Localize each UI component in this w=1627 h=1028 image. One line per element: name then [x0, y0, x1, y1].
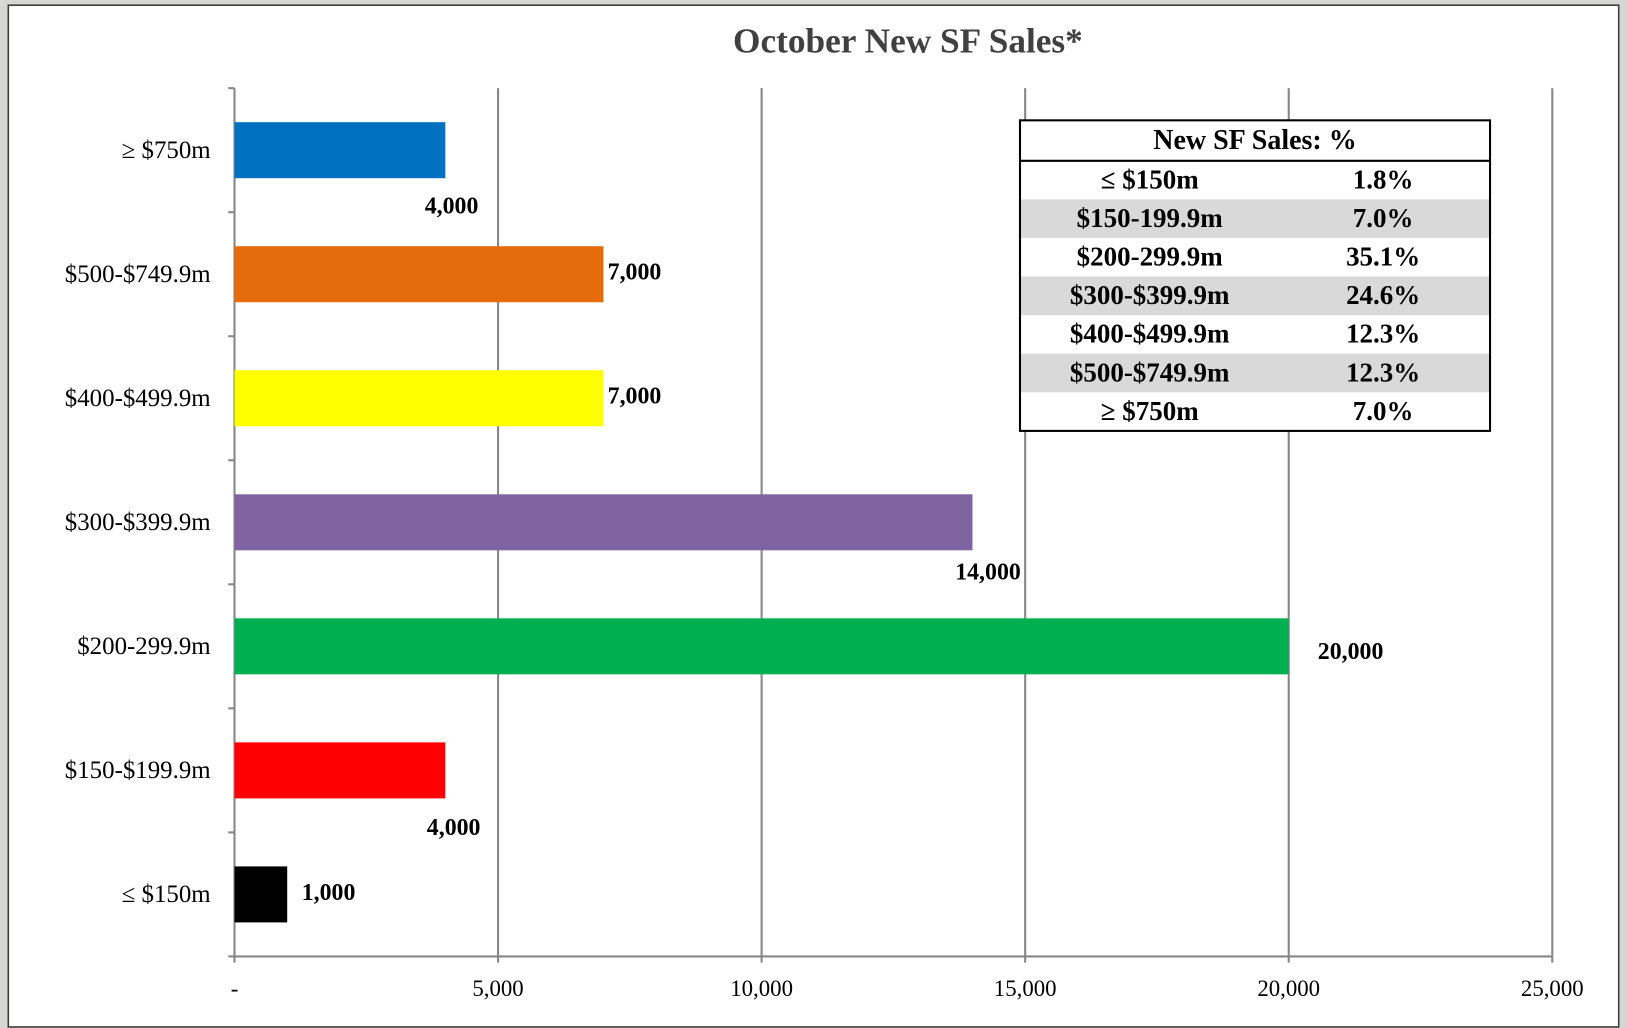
table-cell: 24.6% — [1346, 280, 1420, 310]
bar — [234, 618, 1289, 675]
table-cell: $400-$499.9m — [1070, 319, 1230, 349]
y-tick-label: $300-$399.9m — [65, 509, 211, 536]
bar — [234, 494, 973, 551]
chart-title: October New SF Sales* — [733, 22, 1083, 61]
data-label: 7,000 — [608, 260, 662, 286]
table-cell: ≤ $150m — [1101, 164, 1199, 194]
x-tick-label: - — [231, 976, 239, 1001]
table-cell: $200-299.9m — [1077, 242, 1223, 272]
table-cell: 12.3% — [1346, 357, 1420, 387]
x-tick-label: 20,000 — [1257, 976, 1320, 1001]
bar — [234, 742, 446, 799]
table-cell: 1.8% — [1353, 164, 1414, 194]
table-cell: 35.1% — [1346, 242, 1420, 272]
table-row-shade — [1019, 353, 1491, 393]
bar — [234, 246, 604, 303]
y-tick-label: $400-$499.9m — [65, 385, 211, 412]
table-cell: ≥ $750m — [1101, 396, 1199, 426]
table-cell: 7.0% — [1353, 203, 1414, 233]
table-cell: 7.0% — [1353, 396, 1414, 426]
table-cell: $150-199.9m — [1077, 203, 1223, 233]
y-tick-label: $200-299.9m — [77, 633, 210, 660]
table-title: New SF Sales: % — [1153, 125, 1357, 156]
data-label: 7,000 — [608, 384, 662, 410]
y-tick-label: $500-$749.9m — [65, 261, 211, 288]
data-label: 1,000 — [302, 880, 356, 906]
table-cell: $300-$399.9m — [1070, 280, 1230, 310]
table-row-shade — [1019, 276, 1491, 316]
x-tick-label: 5,000 — [472, 976, 523, 1001]
bar — [234, 370, 604, 427]
table-cell: $500-$749.9m — [1070, 357, 1230, 387]
x-tick-label: 10,000 — [730, 976, 793, 1001]
bar — [234, 866, 288, 923]
table-row-shade — [1019, 199, 1491, 238]
table-border — [1018, 119, 1492, 432]
y-tick-label: $150-$199.9m — [65, 757, 211, 784]
bar — [234, 122, 446, 179]
data-label: 4,000 — [427, 815, 481, 841]
x-tick-label: 15,000 — [994, 976, 1057, 1001]
data-label: 20,000 — [1318, 639, 1384, 665]
y-tick-label: ≤ $150m — [122, 881, 211, 908]
x-tick-label: 25,000 — [1521, 976, 1584, 1001]
data-label: 14,000 — [955, 560, 1021, 586]
data-label: 4,000 — [425, 194, 479, 220]
y-tick-label: ≥ $750m — [122, 137, 211, 164]
table-cell: 12.3% — [1346, 319, 1420, 349]
